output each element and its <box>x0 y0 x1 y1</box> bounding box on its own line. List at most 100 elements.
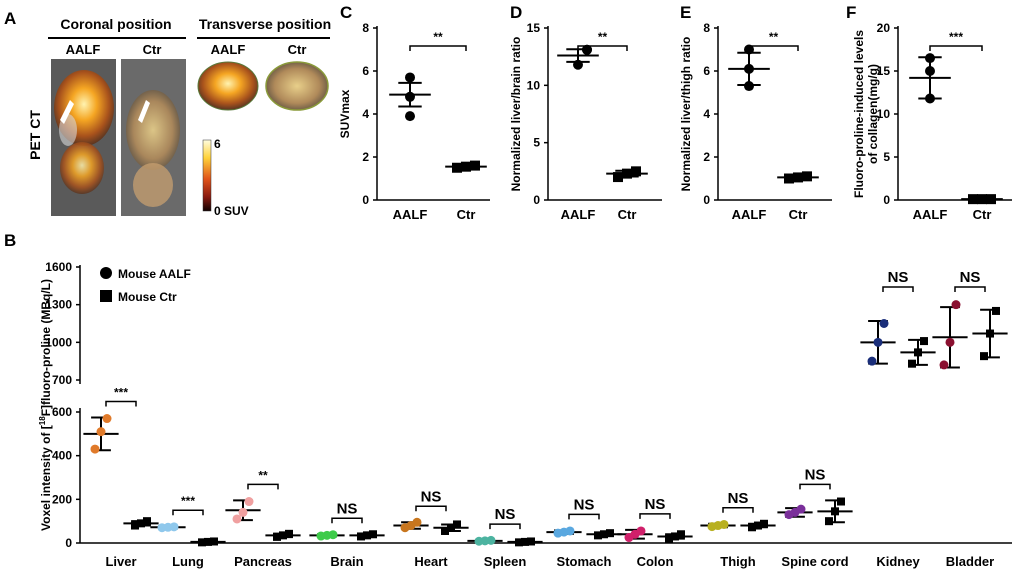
category-group-colon: Colon NS <box>617 496 693 569</box>
significance-bracket <box>568 513 600 520</box>
data-point-circle <box>169 522 179 532</box>
y-tick-label: 10 <box>877 107 891 121</box>
significance-bracket <box>172 509 204 516</box>
y-axis-label: Normalized liver/thigh ratio <box>679 37 693 192</box>
error-bar <box>909 56 951 100</box>
data-point-circle <box>328 530 338 540</box>
data-point-circle <box>405 91 415 102</box>
significance-bracket <box>929 45 983 51</box>
significance-label: NS <box>495 506 516 523</box>
x-category-label: Brain <box>330 554 363 569</box>
coronal-ctr-label: Ctr <box>143 42 162 57</box>
significance-label: NS <box>421 488 442 505</box>
arrow-icon <box>138 100 150 123</box>
data-point-square <box>131 521 139 530</box>
data-point-circle <box>232 514 242 524</box>
data-point-circle <box>879 319 889 328</box>
x-category-label: Ctr <box>789 207 808 222</box>
data-point-square <box>143 517 151 526</box>
suv-colorbar <box>202 139 212 212</box>
data-point-square <box>784 173 794 184</box>
chart-c: 0 2 4 6 8 SUVmax AALF Ctr ** <box>338 21 490 222</box>
data-point-square <box>273 532 281 541</box>
data-point-square <box>452 162 462 173</box>
category-group-pancreas: Pancreas ** <box>225 468 301 569</box>
y-tick-label: 200 <box>52 492 72 506</box>
bracket-line <box>105 400 137 407</box>
y-tick-label: 5 <box>883 150 890 164</box>
significance-label: *** <box>114 385 128 399</box>
data-point-circle <box>873 337 883 347</box>
data-point-square <box>198 538 206 547</box>
y-tick-label: 6 <box>362 64 369 78</box>
transverse-ctr-label: Ctr <box>288 42 307 57</box>
significance-bracket <box>489 523 521 530</box>
y-axis-label: Fluoro-proline-induced levelsof collagen… <box>852 30 880 198</box>
data-point-circle <box>405 111 415 122</box>
data-point-square <box>357 532 365 541</box>
data-point-square <box>369 530 377 539</box>
coronal-aalf-image <box>51 59 116 216</box>
data-point-circle <box>951 300 961 310</box>
y-tick-label: 1600 <box>45 260 72 274</box>
data-point-circle <box>486 535 496 545</box>
significance-bracket <box>882 286 914 292</box>
y-tick-label: 1300 <box>45 298 72 312</box>
significance-label: ** <box>433 30 443 44</box>
data-point-square <box>137 519 145 528</box>
data-point-square <box>825 517 833 526</box>
y-tick-label: 0 <box>703 193 710 207</box>
legend-marker-square <box>100 290 112 302</box>
y-tick-label: 700 <box>52 373 72 387</box>
significance-label: ** <box>258 468 268 482</box>
data-point-square <box>613 172 623 183</box>
x-category-label: AALF <box>393 207 428 222</box>
x-category-label: Ctr <box>618 207 637 222</box>
arrow-icon <box>60 100 74 124</box>
transverse-aalf-image <box>196 59 259 114</box>
data-point-square <box>914 348 922 357</box>
bracket-line <box>954 286 986 292</box>
y-axis-label: SUVmax <box>338 89 352 138</box>
chart-b-ylabel: Voxel intensity of [18F]fluoro-proline (… <box>38 279 53 531</box>
x-category-label: AALF <box>561 207 596 222</box>
category-group-kidney: Kidney NS <box>860 269 936 569</box>
data-point-circle <box>90 444 100 454</box>
significance-label: NS <box>805 466 826 483</box>
transverse-ctr-image <box>264 59 331 114</box>
bracket-line <box>331 517 363 524</box>
significance-bracket <box>105 400 137 407</box>
data-point-square <box>441 526 449 535</box>
bracket-line <box>577 45 628 51</box>
data-point-circle <box>945 337 955 347</box>
x-category-label: Ctr <box>973 207 992 222</box>
significance-bracket <box>247 483 279 490</box>
x-category-label: Spine cord <box>781 554 848 569</box>
category-group-thigh: Thigh NS <box>700 490 776 569</box>
panel-letter-f: F <box>846 3 856 22</box>
data-point-circle <box>238 507 248 517</box>
significance-label: NS <box>728 490 749 507</box>
significance-label: NS <box>574 496 595 513</box>
data-point-circle <box>719 519 729 529</box>
x-category-label: AALF <box>732 207 767 222</box>
y-tick-label: 4 <box>703 107 710 121</box>
data-point-square <box>527 537 535 546</box>
data-point-square <box>831 507 839 516</box>
bracket-line <box>415 505 447 512</box>
y-axis-label-line: of collagen(mg/g) <box>866 64 880 164</box>
significance-label: NS <box>645 496 666 513</box>
significance-bracket <box>799 483 831 490</box>
significance-label: *** <box>181 494 195 508</box>
data-point-square <box>594 531 602 540</box>
x-category-label: Lung <box>172 554 204 569</box>
bracket-line <box>247 483 279 490</box>
data-point-circle <box>867 356 877 366</box>
y-tick-label: 4 <box>362 107 369 121</box>
data-point-square <box>622 168 632 179</box>
data-point-square <box>748 523 756 532</box>
significance-bracket <box>409 45 467 51</box>
data-point-square <box>606 529 614 538</box>
pet-ct-label: PET CT <box>27 110 43 160</box>
